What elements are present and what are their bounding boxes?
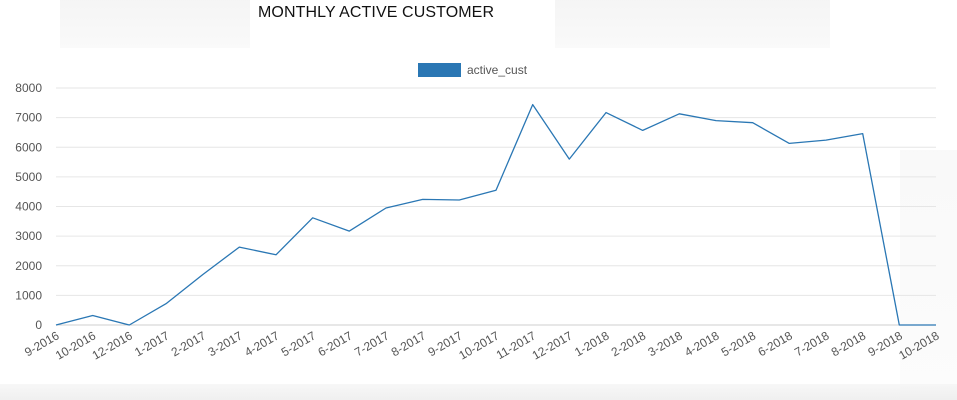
data-point[interactable] — [567, 157, 571, 161]
x-tick-label: 4-2018 — [682, 328, 722, 359]
data-point[interactable] — [91, 313, 95, 317]
data-point[interactable] — [531, 102, 535, 106]
x-tick-label: 12-2017 — [530, 328, 575, 362]
background-photo-top-right — [555, 0, 830, 48]
data-point[interactable] — [751, 121, 755, 125]
background-photo-bottom — [0, 384, 957, 400]
x-tick-label: 10-2016 — [53, 328, 98, 362]
y-tick-label: 5000 — [15, 170, 42, 184]
x-tick-label: 4-2017 — [242, 328, 282, 359]
x-tick-label: 10-2018 — [896, 328, 941, 362]
y-tick-label: 8000 — [15, 81, 42, 95]
data-point[interactable] — [787, 141, 791, 145]
x-tick-label: 10-2017 — [456, 328, 501, 362]
data-point[interactable] — [274, 253, 278, 257]
data-point[interactable] — [641, 128, 645, 132]
data-point[interactable] — [164, 302, 168, 306]
chart-legend[interactable]: active_cust — [418, 63, 527, 77]
data-point[interactable] — [714, 118, 718, 122]
x-tick-label: 1-2017 — [132, 328, 172, 359]
y-axis-ticks: 0 1000 2000 3000 4000 5000 6000 7000 8000 — [15, 81, 42, 332]
x-tick-label: 5-2017 — [279, 328, 319, 359]
series-line-active_cust[interactable] — [55, 103, 936, 326]
data-point[interactable] — [677, 112, 681, 116]
data-point[interactable] — [421, 197, 425, 201]
data-point[interactable] — [237, 245, 241, 249]
data-point[interactable] — [934, 323, 938, 327]
y-tick-label: 0 — [35, 318, 42, 332]
x-tick-label: 8-2017 — [389, 328, 429, 359]
x-tick-label: 6-2018 — [755, 328, 795, 359]
data-point[interactable] — [347, 229, 351, 233]
data-point[interactable] — [201, 272, 205, 276]
data-point[interactable] — [604, 110, 608, 114]
y-tick-label: 1000 — [15, 288, 42, 302]
x-tick-label: 7-2018 — [792, 328, 832, 359]
x-tick-label: 2-2017 — [169, 328, 209, 359]
data-point[interactable] — [311, 216, 315, 220]
x-tick-label: 7-2017 — [352, 328, 392, 359]
data-point[interactable] — [384, 206, 388, 210]
y-tick-label: 7000 — [15, 111, 42, 125]
x-tick-label: 3-2017 — [205, 328, 245, 359]
y-tick-label: 2000 — [15, 259, 42, 273]
x-tick-label: 11-2017 — [494, 328, 539, 362]
legend-label: active_cust — [467, 63, 528, 77]
data-point[interactable] — [127, 323, 131, 327]
x-tick-label: 8-2018 — [829, 328, 869, 359]
data-point[interactable] — [897, 323, 901, 327]
data-point[interactable] — [494, 188, 498, 192]
x-tick-label: 2-2018 — [609, 328, 649, 359]
x-tick-label: 3-2018 — [645, 328, 685, 359]
data-point[interactable] — [824, 138, 828, 142]
legend-swatch — [418, 63, 461, 77]
x-axis-ticks: 9-201610-201612-20161-20172-20173-20174-… — [22, 328, 942, 362]
y-tick-label: 4000 — [15, 200, 42, 214]
x-tick-label: 6-2017 — [315, 328, 355, 359]
data-point[interactable] — [457, 198, 461, 202]
series-layer — [54, 102, 938, 327]
data-point[interactable] — [54, 323, 58, 327]
background-photo-right — [900, 150, 957, 400]
grid-lines — [56, 87, 936, 326]
y-tick-label: 3000 — [15, 229, 42, 243]
chart-title: MONTHLY ACTIVE CUSTOMER — [258, 4, 495, 21]
data-point[interactable] — [861, 131, 865, 135]
x-tick-label: 12-2016 — [90, 328, 135, 362]
x-tick-label: 1-2018 — [572, 328, 612, 359]
x-tick-label: 5-2018 — [719, 328, 759, 359]
background-photo-top-left — [60, 0, 250, 48]
y-tick-label: 6000 — [15, 140, 42, 154]
